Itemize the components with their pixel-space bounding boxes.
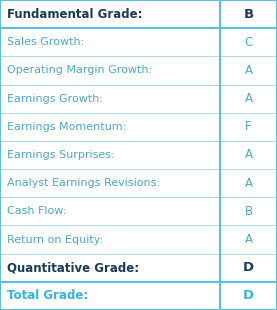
Text: Operating Margin Growth:: Operating Margin Growth:	[7, 65, 152, 75]
Text: Cash Flow:: Cash Flow:	[7, 206, 66, 216]
Text: C: C	[245, 36, 253, 49]
Text: A: A	[245, 177, 253, 190]
Text: Analyst Earnings Revisions:: Analyst Earnings Revisions:	[7, 178, 160, 188]
Text: A: A	[245, 148, 253, 162]
Text: Earnings Growth:: Earnings Growth:	[7, 94, 103, 104]
Text: B: B	[245, 205, 253, 218]
Text: Return on Equity:: Return on Equity:	[7, 235, 103, 245]
Text: D: D	[243, 290, 254, 303]
Text: F: F	[245, 120, 252, 133]
Text: A: A	[245, 92, 253, 105]
Text: Sales Growth:: Sales Growth:	[7, 37, 84, 47]
Text: Earnings Surprises:: Earnings Surprises:	[7, 150, 115, 160]
Text: Total Grade:: Total Grade:	[7, 290, 88, 303]
Text: A: A	[245, 233, 253, 246]
Text: D: D	[243, 261, 254, 274]
Text: Earnings Momentum:: Earnings Momentum:	[7, 122, 126, 132]
Text: Quantitative Grade:: Quantitative Grade:	[7, 261, 139, 274]
Text: B: B	[243, 7, 254, 20]
Text: Fundamental Grade:: Fundamental Grade:	[7, 7, 142, 20]
Text: A: A	[245, 64, 253, 77]
